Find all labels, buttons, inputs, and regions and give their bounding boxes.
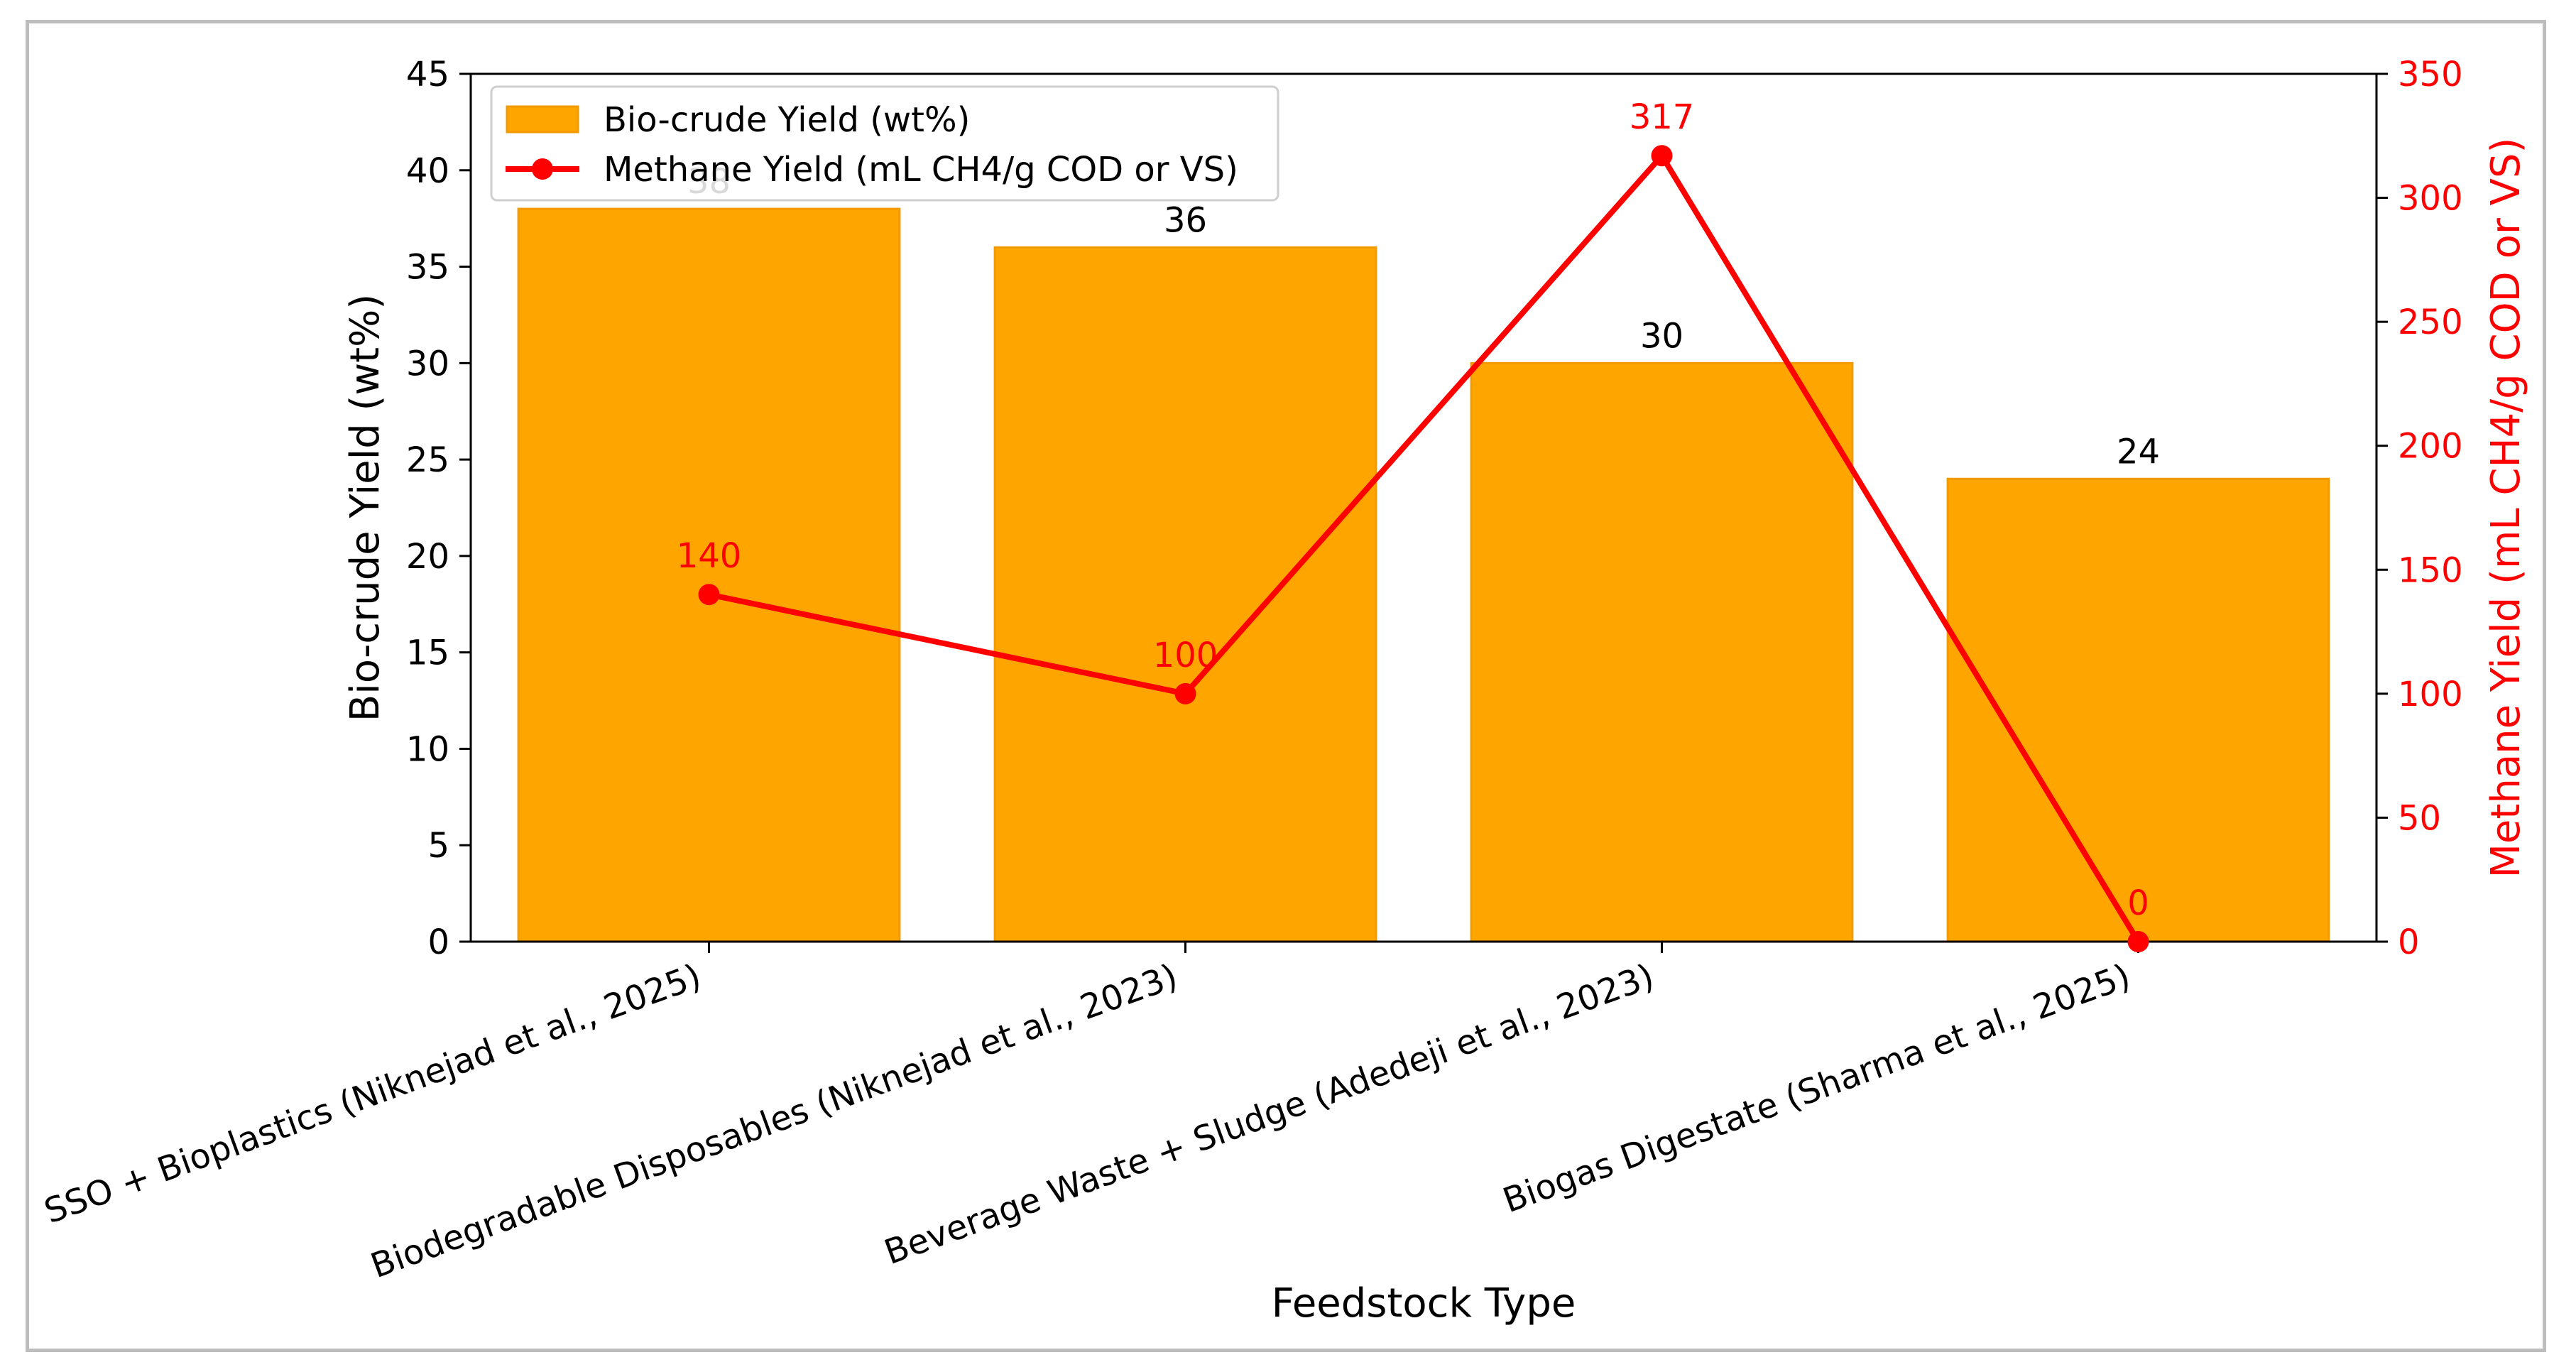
x-axis-ticks: SSO + Bioplastics (Niknejad et al., 2025… [39, 942, 2139, 1286]
left-tick-label: 10 [406, 729, 449, 769]
right-axis-ticks: 0 50 100 150 200 250 300 350 [2376, 55, 2463, 962]
left-tick-label: 40 [406, 151, 449, 191]
bar-value-label: 30 [1640, 316, 1683, 356]
methane-point [698, 584, 720, 606]
right-tick-label: 300 [2398, 179, 2463, 219]
y-axis-right-title: Methane Yield (mL CH4/g COD or VS) [2483, 138, 2529, 878]
methane-point [2127, 931, 2149, 952]
legend: Bio-crude Yield (wt%) Methane Yield (mL … [490, 85, 1279, 202]
left-tick-label: 0 [427, 922, 449, 962]
right-tick-label: 150 [2398, 550, 2463, 590]
bar [993, 246, 1377, 943]
legend-bar-swatch [506, 105, 579, 134]
x-tick-label: Biodegradable Disposables (Niknejad et a… [366, 957, 1183, 1286]
methane-value-label: 140 [677, 536, 742, 576]
line-labels-layer: 140 100 317 0 [677, 97, 2149, 923]
plot-area-frame [469, 72, 2378, 943]
legend-line-label: Methane Yield (mL CH4/g COD or VS) [604, 150, 1238, 190]
axes-layer [469, 72, 2378, 943]
line-layer [698, 145, 2149, 952]
bars-layer [517, 207, 2330, 943]
methane-value-label: 0 [2127, 883, 2149, 923]
bar-value-label: 36 [1164, 200, 1207, 240]
right-tick-label: 100 [2398, 675, 2463, 714]
bar-value-label: 24 [2117, 432, 2160, 472]
right-tick-label: 50 [2398, 798, 2441, 838]
left-tick-label: 30 [406, 344, 449, 383]
methane-point [1174, 682, 1196, 704]
y-axis-title: Bio-crude Yield (wt%) [342, 294, 388, 722]
methane-series-line [708, 153, 2141, 944]
right-tick-label: 350 [2398, 55, 2463, 94]
left-tick-label: 20 [406, 537, 449, 577]
methane-value-label: 100 [1153, 636, 1218, 675]
right-tick-label: 0 [2398, 922, 2420, 962]
left-axis-ticks: 0 5 10 15 20 25 30 35 40 45 [406, 55, 471, 962]
bar [1946, 477, 2330, 943]
right-tick-label: 250 [2398, 303, 2463, 342]
left-tick-label: 15 [406, 633, 449, 673]
bar [517, 207, 901, 943]
legend-box [490, 85, 1279, 202]
left-tick-label: 5 [427, 826, 449, 866]
x-axis-title: Feedstock Type [1272, 1280, 1576, 1327]
legend-line-marker [532, 158, 553, 180]
right-tick-label: 200 [2398, 427, 2463, 467]
left-tick-label: 25 [406, 440, 449, 480]
legend-bar-label: Bio-crude Yield (wt%) [604, 100, 970, 140]
x-tick-label: Beverage Waste + Sludge (Adedeji et al.,… [879, 957, 1659, 1273]
bar [1470, 361, 1854, 943]
left-tick-label: 45 [406, 55, 449, 94]
left-tick-label: 35 [406, 248, 449, 288]
methane-value-label: 317 [1630, 97, 1695, 137]
methane-point [1651, 145, 1673, 167]
